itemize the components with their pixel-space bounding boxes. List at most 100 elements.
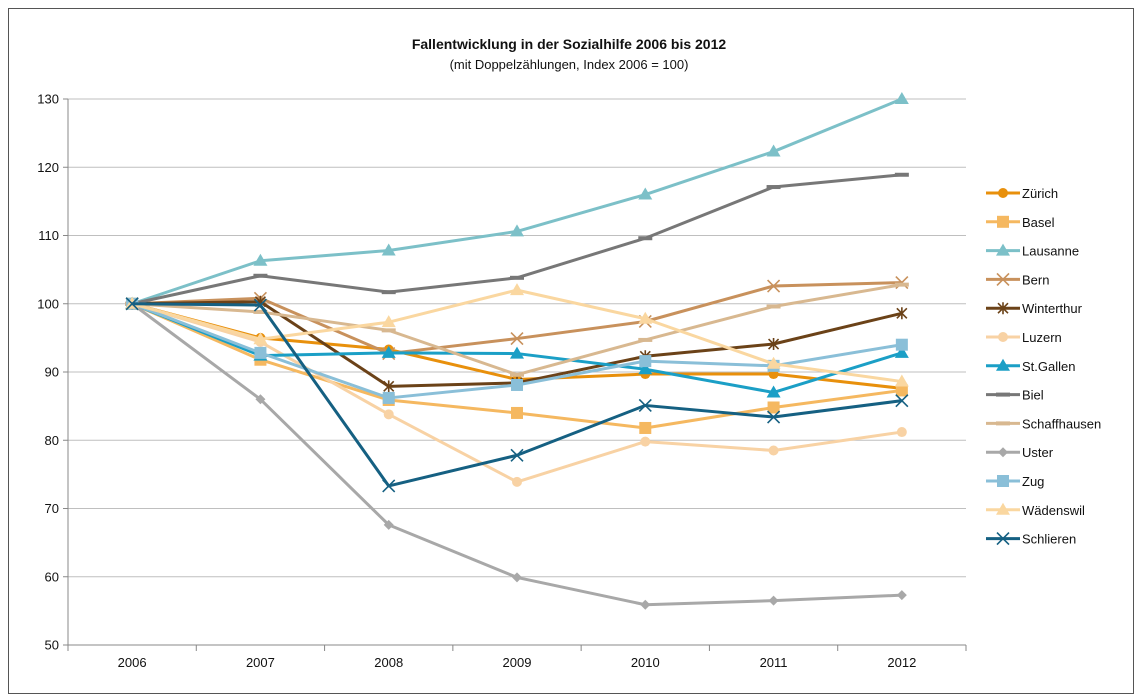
legend-label: Zug [1022,474,1044,489]
data-point-schaffhausen [894,282,909,287]
data-point-winterthur [896,307,908,320]
legend-item-winterthur: Winterthur [986,301,1083,316]
legend-item-uster: Uster [986,445,1054,460]
axes: 50 60 70 80 90 100 110 120 130 2006 2007 2008 2009 20… [37,92,967,670]
x-tick-label: 2007 [246,655,275,670]
data-point-winterthur [383,380,395,393]
y-tick-label: 70 [45,501,59,516]
data-point-biel [253,273,268,278]
legend: Zürich Basel Lausanne Bern Winterthur Luzern S… [986,186,1101,547]
legend-marker [998,188,1008,198]
data-point-uster [768,595,779,606]
data-point-schlieren [638,398,652,413]
series-line-schlieren [132,302,903,488]
data-point-schlieren [895,394,909,408]
data-point-uster [512,572,522,583]
data-point-schaffhausen [253,309,268,314]
legend-item-schlieren: Schlieren [986,532,1076,547]
data-point-wädenswil [253,332,268,345]
data-point-wädenswil [894,374,909,387]
y-tick-label: 50 [45,638,59,653]
y-tick-label: 60 [45,569,59,584]
legend-item-basel: Basel [986,215,1055,230]
chart-title: Fallentwicklung in der Sozialhilfe 2006 … [411,36,727,52]
legend-marker [997,215,1009,228]
data-point-zug [639,355,652,368]
legend-item-wädenswil: Wädenswil [986,502,1085,518]
legend-item-biel: Biel [986,388,1044,403]
series-group [125,92,909,610]
data-point-luzern [383,409,394,420]
data-point-lausanne [638,187,653,200]
y-tick-label: 90 [45,365,59,380]
data-point-lausanne [894,92,909,104]
y-tick-label: 120 [37,160,59,175]
legend-label: Winterthur [1022,301,1083,316]
data-point-schaffhausen [381,328,396,333]
legend-marker [997,475,1009,487]
data-point-schaffhausen [766,304,781,309]
data-point-st-gallen [638,362,653,375]
legend-marker [996,502,1010,515]
legend-item-zürich: Zürich [986,186,1058,201]
data-point-st-gallen [894,345,909,358]
x-tick-label: 2011 [760,655,788,670]
legend-item-luzern: Luzern [986,330,1062,345]
data-point-bern [767,279,781,293]
legend-item-st-gallen: St.Gallen [986,358,1075,374]
data-point-basel [511,406,523,419]
data-point-st-gallen [510,346,524,359]
x-tick-label: 2012 [887,655,916,670]
legend-marker [996,243,1010,256]
legend-label: Schaffhausen [1022,416,1101,431]
x-tick-label: 2006 [118,655,147,670]
data-point-winterthur [768,338,780,351]
legend-marker [996,532,1010,546]
legend-marker [996,392,1010,397]
data-point-bern [510,331,524,346]
data-point-wädenswil [381,315,396,328]
y-tick-label: 100 [37,296,59,311]
data-point-schaffhausen [638,337,653,342]
y-tick-label: 130 [37,92,59,107]
data-point-luzern [768,445,779,456]
data-point-lausanne [766,144,781,157]
legend-label: Schlieren [1022,532,1076,547]
series-schlieren [125,297,909,493]
series-uster [127,298,907,610]
data-point-schaffhausen [510,372,524,377]
data-point-basel [639,421,652,434]
y-tick-label: 80 [45,433,59,448]
legend-label: Bern [1022,272,1049,287]
legend-marker [996,358,1010,371]
data-point-schlieren [253,298,267,312]
data-point-zug [382,391,395,404]
data-point-biel [766,185,781,190]
data-point-biel [510,275,524,280]
legend-marker [996,272,1010,286]
legend-marker [998,447,1008,458]
x-tick-label: 2010 [631,655,660,670]
data-point-luzern [896,427,907,438]
data-point-basel [895,384,908,397]
series-luzern [127,298,907,487]
data-point-lausanne [510,224,524,237]
legend-marker [996,421,1010,426]
chart-subtitle: (mit Doppelzählungen, Index 2006 = 100) [449,57,689,72]
series-lausanne [125,92,909,309]
data-point-schlieren [767,410,781,424]
data-point-zug [895,338,908,351]
data-point-wädenswil [638,311,653,324]
data-point-basel [767,401,780,414]
data-point-lausanne [381,243,396,256]
legend-item-zug: Zug [986,474,1044,489]
legend-item-schaffhausen: Schaffhausen [986,416,1101,431]
legend-label: Zürich [1022,186,1058,201]
data-point-zug [254,346,267,359]
legend-label: Biel [1022,388,1044,403]
legend-label: Uster [1022,445,1054,460]
legend-label: Basel [1022,215,1055,230]
data-point-biel [381,290,396,295]
data-point-biel [894,172,909,177]
